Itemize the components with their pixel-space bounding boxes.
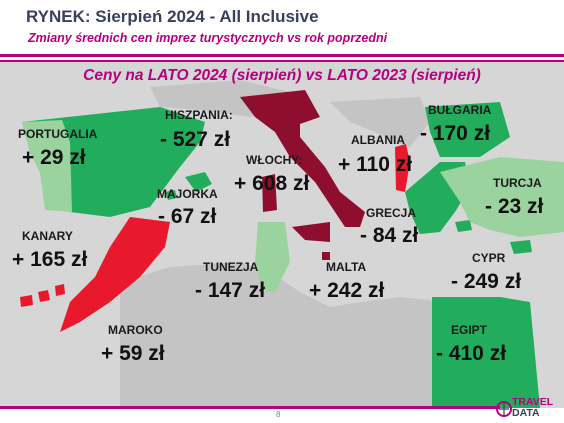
- value-cypr: - 249 zł: [451, 270, 522, 293]
- label-cypr: CYPR: [472, 251, 506, 265]
- header-rule-bottom: [0, 60, 564, 62]
- slide-title: RYNEK: Sierpień 2024 - All Inclusive: [26, 7, 319, 26]
- label-bulgaria: BUŁGARIA: [428, 103, 492, 117]
- value-kanary: + 165 zł: [12, 248, 88, 271]
- region-grecja-islands: [455, 220, 472, 232]
- price-change-map: [0, 62, 564, 408]
- value-maroko: + 59 zł: [101, 342, 165, 365]
- label-egipt: EGIPT: [451, 323, 488, 337]
- value-grecja: - 84 zł: [360, 224, 419, 247]
- label-turcja: TURCJA: [493, 176, 542, 190]
- region-portugalia: [22, 120, 72, 212]
- travel-data-logo: TRAVEL DATA: [496, 396, 562, 422]
- value-portugalia: + 29 zł: [22, 146, 86, 169]
- value-tunezja: - 147 zł: [195, 279, 266, 302]
- north-africa-land: [120, 262, 440, 408]
- value-turcja: - 23 zł: [485, 195, 544, 218]
- label-albania: ALBANIA: [351, 133, 405, 147]
- page-number: 8: [276, 410, 281, 419]
- label-malta: MALTA: [326, 260, 367, 274]
- logo-text-data: DATA: [512, 407, 540, 419]
- region-wlochy: [240, 90, 365, 227]
- header-rule-top: [0, 54, 564, 57]
- region-tunezja: [255, 222, 290, 292]
- region-wlochy-sicily: [292, 222, 330, 242]
- label-grecja: GRECJA: [366, 206, 417, 220]
- region-majorka: [185, 172, 212, 192]
- value-egipt: - 410 zł: [436, 342, 507, 365]
- value-bulgaria: - 170 zł: [420, 122, 491, 145]
- region-turcja: [440, 157, 564, 237]
- label-kanary: KANARY: [22, 229, 73, 243]
- slide-subtitle: Zmiany średnich cen imprez turystycznych…: [28, 31, 388, 45]
- region-malta: [322, 252, 330, 260]
- globe-icon: [496, 401, 512, 417]
- region-bulgaria: [425, 102, 510, 157]
- label-tunezja: TUNEZJA: [203, 260, 259, 274]
- region-majorka-2: [165, 190, 177, 200]
- value-malta: + 242 zł: [309, 279, 385, 302]
- label-majorka: MAJORKA: [157, 187, 218, 201]
- region-cypr: [510, 240, 532, 254]
- value-albania: + 110 zł: [338, 153, 413, 176]
- map-title: Ceny na LATO 2024 (sierpień) vs LATO 202…: [83, 67, 481, 84]
- region-wlochy-sardinia: [262, 174, 277, 212]
- region-albania: [395, 144, 410, 192]
- region-egipt: [432, 297, 540, 408]
- label-wlochy: WŁOCHY:: [246, 153, 303, 167]
- footer-rule: [0, 406, 500, 409]
- value-hiszpania: - 527 zł: [160, 128, 231, 151]
- value-majorka: - 67 zł: [158, 205, 217, 228]
- slide-header: RYNEK: Sierpień 2024 - All Inclusive Zmi…: [0, 0, 564, 60]
- balkans-land: [330, 97, 430, 147]
- value-wlochy: + 608 zł: [234, 172, 310, 195]
- label-maroko: MAROKO: [108, 323, 163, 337]
- logo-text-travel: TRAVEL: [512, 396, 554, 408]
- label-portugalia: PORTUGALIA: [18, 127, 98, 141]
- label-hiszpania: HISZPANIA:: [165, 108, 233, 122]
- region-maroko: [60, 217, 170, 332]
- region-kanary: [20, 284, 65, 307]
